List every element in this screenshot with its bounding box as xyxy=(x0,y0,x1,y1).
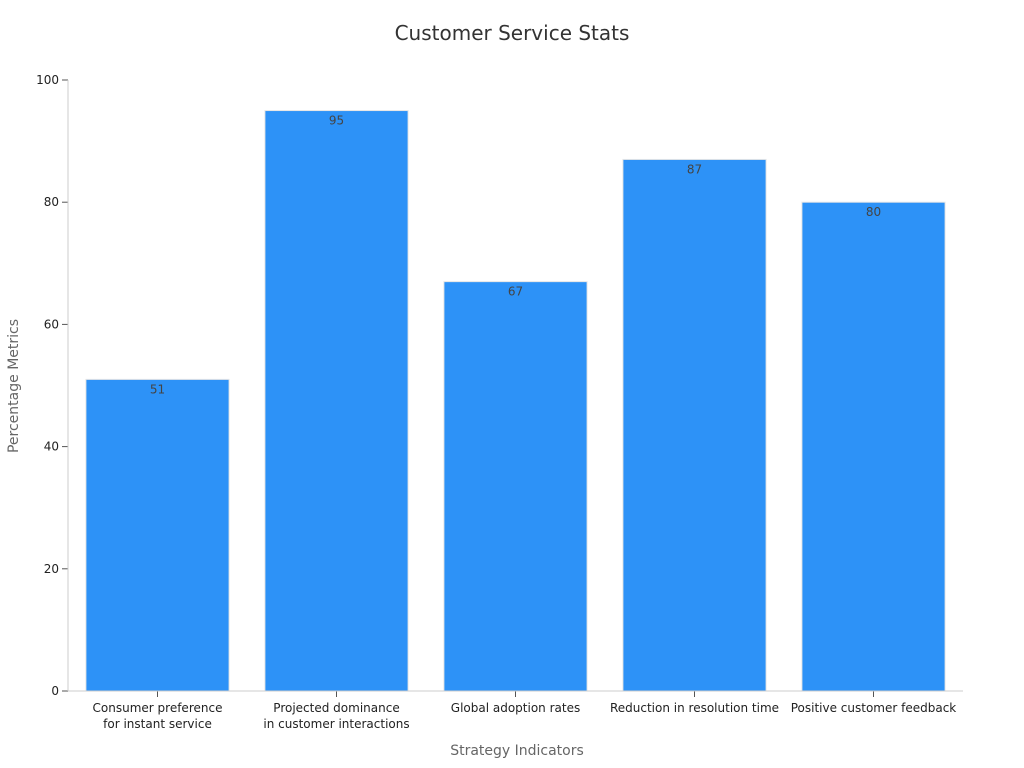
y-tick-label: 0 xyxy=(51,684,59,698)
bar[interactable] xyxy=(801,201,946,692)
y-tick-label: 80 xyxy=(44,195,59,209)
y-tick-label: 20 xyxy=(44,562,59,576)
y-axis-title: Percentage Metrics xyxy=(6,319,22,453)
y-tick-label: 40 xyxy=(44,440,59,454)
x-tick-label: Global adoption rates xyxy=(451,701,580,715)
x-tick-label: Consumer preference for instant service xyxy=(93,701,223,731)
bar-value-label: 51 xyxy=(150,382,165,396)
y-tick-label: 100 xyxy=(36,73,59,87)
chart-title: Customer Service Stats xyxy=(395,21,630,45)
x-axis-title: Strategy Indicators xyxy=(450,743,584,759)
bar[interactable] xyxy=(622,158,767,692)
bar-value-label: 67 xyxy=(508,285,523,299)
x-axis-ticks: Consumer preference for instant service Pr… xyxy=(93,691,957,731)
y-tick-label: 60 xyxy=(44,317,59,331)
x-tick-label: Positive customer feedback xyxy=(791,701,957,715)
bar[interactable] xyxy=(443,281,588,692)
bar-value-label: 87 xyxy=(687,162,702,176)
x-tick-label: Reduction in resolution time xyxy=(610,701,779,715)
bars-group: 51 95 67 87 80 xyxy=(85,110,946,692)
bar-value-label: 80 xyxy=(866,205,881,219)
x-tick-label: Projected dominance in customer interacti… xyxy=(263,701,409,731)
bar[interactable] xyxy=(264,110,409,692)
bar[interactable] xyxy=(85,378,230,692)
bar-value-label: 95 xyxy=(329,114,344,128)
y-axis-ticks: 0 20 40 60 80 100 xyxy=(36,73,68,698)
